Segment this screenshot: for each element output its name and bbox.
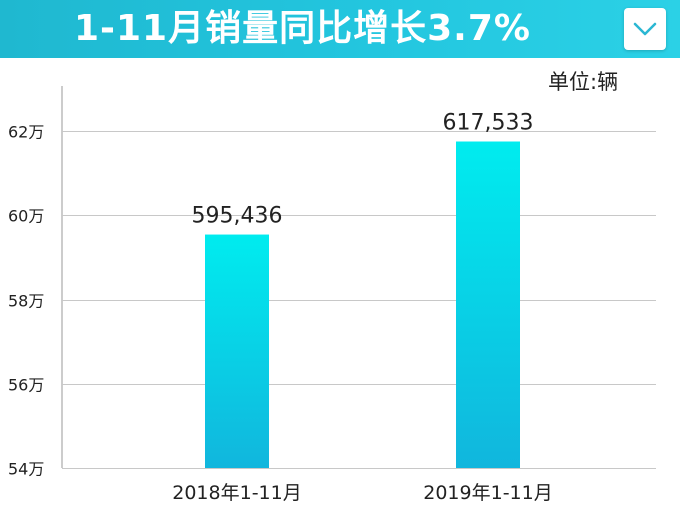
x-tick-label: 2018年1-11月 xyxy=(172,482,301,504)
y-tick-label: 58万 xyxy=(8,292,44,311)
data-label: 617,533 xyxy=(443,110,534,135)
unit-label: 单位:辆 xyxy=(548,70,619,94)
page-title: 1-11月销量同比增长3.7% xyxy=(74,8,531,49)
y-tick-label: 62万 xyxy=(8,123,44,142)
chevron-down-icon xyxy=(633,22,657,36)
data-label: 595,436 xyxy=(192,204,283,229)
bar xyxy=(205,234,269,468)
bar xyxy=(456,141,520,468)
x-tick-label: 2019年1-11月 xyxy=(423,482,552,504)
dropdown-button[interactable] xyxy=(624,8,666,50)
y-tick-label: 56万 xyxy=(8,376,44,395)
y-tick-label: 60万 xyxy=(8,207,44,226)
title-banner: 1-11月销量同比增长3.7% xyxy=(0,0,680,58)
y-tick-label: 54万 xyxy=(8,460,44,479)
